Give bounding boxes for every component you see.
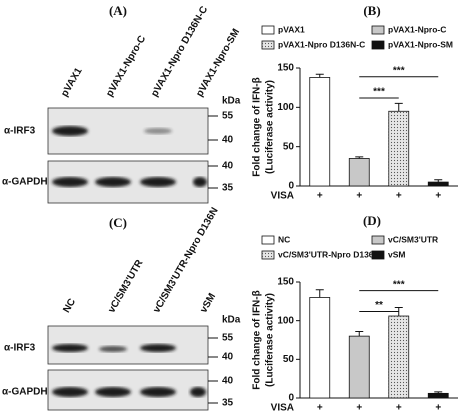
marker: 55 <box>222 111 234 122</box>
x-axis-label: VISA <box>271 403 294 414</box>
y-tick-label: 0 <box>288 181 294 192</box>
y-tick-label: 100 <box>277 315 294 326</box>
legend-swatch <box>371 250 385 260</box>
x-tick-label: + <box>317 403 323 414</box>
bar <box>348 335 370 399</box>
marker: 55 <box>222 333 234 344</box>
x-tick-label: + <box>435 403 441 414</box>
legend-swatch <box>371 235 385 245</box>
y-axis-label: (Luciferase activity) <box>265 293 276 387</box>
lane-label: pVAX1 <box>59 66 84 99</box>
blot-panel-a: (A) pVAX1 pVAX1-Npro-C pVAX1-Npro D136N-… <box>2 3 242 204</box>
lane-label: vSM <box>198 292 218 315</box>
legend-label: pVAX1-Npro D136N-C <box>278 39 365 49</box>
band <box>52 126 88 136</box>
legend-label: pVAX1-Npro-SM <box>388 39 453 49</box>
lane-label: pVAX1-Npro-C <box>104 34 148 99</box>
band <box>52 387 88 397</box>
x-tick-label: + <box>356 403 362 414</box>
antibody: α-GAPDH <box>2 177 48 188</box>
panel-label: (A) <box>109 3 127 18</box>
band <box>140 177 176 187</box>
legend-label: pVAX1 <box>278 24 305 34</box>
bar <box>309 77 331 187</box>
antibody: α-GAPDH <box>2 387 48 398</box>
significance-label: *** <box>393 65 405 76</box>
legend-swatch <box>261 25 275 35</box>
marker: 40 <box>222 352 234 363</box>
band <box>95 177 131 187</box>
legend-swatch-dots <box>262 251 274 259</box>
y-axis-label: (Luciferase activity) <box>265 80 276 174</box>
band <box>52 344 88 352</box>
panel-label: (B) <box>363 3 380 18</box>
error-bar <box>434 179 443 183</box>
bar-pattern <box>388 316 409 398</box>
band <box>140 344 176 352</box>
y-tick-label: 100 <box>277 102 294 113</box>
y-tick-label: 150 <box>277 277 294 288</box>
bar <box>309 297 331 399</box>
y-tick-label: 150 <box>277 63 294 74</box>
band <box>140 387 176 397</box>
legend-label: NC <box>278 234 290 244</box>
bar-pattern <box>388 111 409 186</box>
error-bar <box>315 73 324 78</box>
error-bar <box>394 102 403 112</box>
legend-label: vSM <box>388 249 405 259</box>
lane-label: vC/SM3'UTR <box>106 258 145 315</box>
legend-label: vC/SM3'UTR-Npro D136N <box>278 249 380 259</box>
x-tick-label: + <box>396 191 402 202</box>
legend-label: vC/SM3'UTR <box>388 234 438 244</box>
x-axis-label: VISA <box>271 191 294 202</box>
panel-label: (C) <box>109 215 127 230</box>
bar <box>427 181 449 187</box>
bar <box>348 158 370 187</box>
legend-label: pVAX1-Npro-C <box>388 24 446 34</box>
x-tick-label: + <box>396 403 402 414</box>
legend-swatch <box>261 235 275 245</box>
unit: kDa <box>222 96 241 107</box>
error-bar <box>355 156 364 159</box>
blot-panel-c: (C) NC vC/SM3'UTR vC/SM3'UTR-Npro D136N … <box>2 206 241 411</box>
y-axis-label: Fold change of IFN-β <box>252 77 263 176</box>
lane-label: NC <box>61 297 78 315</box>
marker: 35 <box>222 183 234 194</box>
x-tick-label: + <box>435 191 441 202</box>
band <box>144 128 172 134</box>
legend-swatch <box>371 25 385 35</box>
marker: 40 <box>222 376 234 387</box>
blot <box>47 325 209 365</box>
band <box>193 177 207 187</box>
marker: 40 <box>222 135 234 146</box>
antibody: α-IRF3 <box>4 126 36 137</box>
lane-label: pVAX1-Npro-SM <box>194 27 242 99</box>
marker: 35 <box>222 398 234 409</box>
error-bar <box>315 289 324 298</box>
error-bar <box>355 330 364 337</box>
y-axis-label: Fold change of IFN-β <box>252 290 263 389</box>
band <box>52 177 88 187</box>
band <box>190 387 206 397</box>
legend-swatch <box>371 40 385 50</box>
antibody: α-IRF3 <box>4 343 36 354</box>
legend-swatch-dots <box>262 41 274 49</box>
x-tick-label: + <box>356 191 362 202</box>
unit: kDa <box>222 315 241 326</box>
y-tick-label: 50 <box>283 141 295 152</box>
x-tick-label: + <box>317 191 323 202</box>
marker: 40 <box>222 161 234 172</box>
error-bar <box>434 391 443 394</box>
significance-label: *** <box>393 279 405 290</box>
significance-label: ** <box>375 300 383 311</box>
panel-label: (D) <box>363 213 381 228</box>
band <box>99 346 127 352</box>
significance-label: *** <box>373 87 385 98</box>
band <box>95 387 131 397</box>
y-tick-label: 0 <box>288 393 294 404</box>
y-tick-label: 50 <box>283 354 295 365</box>
bar <box>427 392 449 399</box>
